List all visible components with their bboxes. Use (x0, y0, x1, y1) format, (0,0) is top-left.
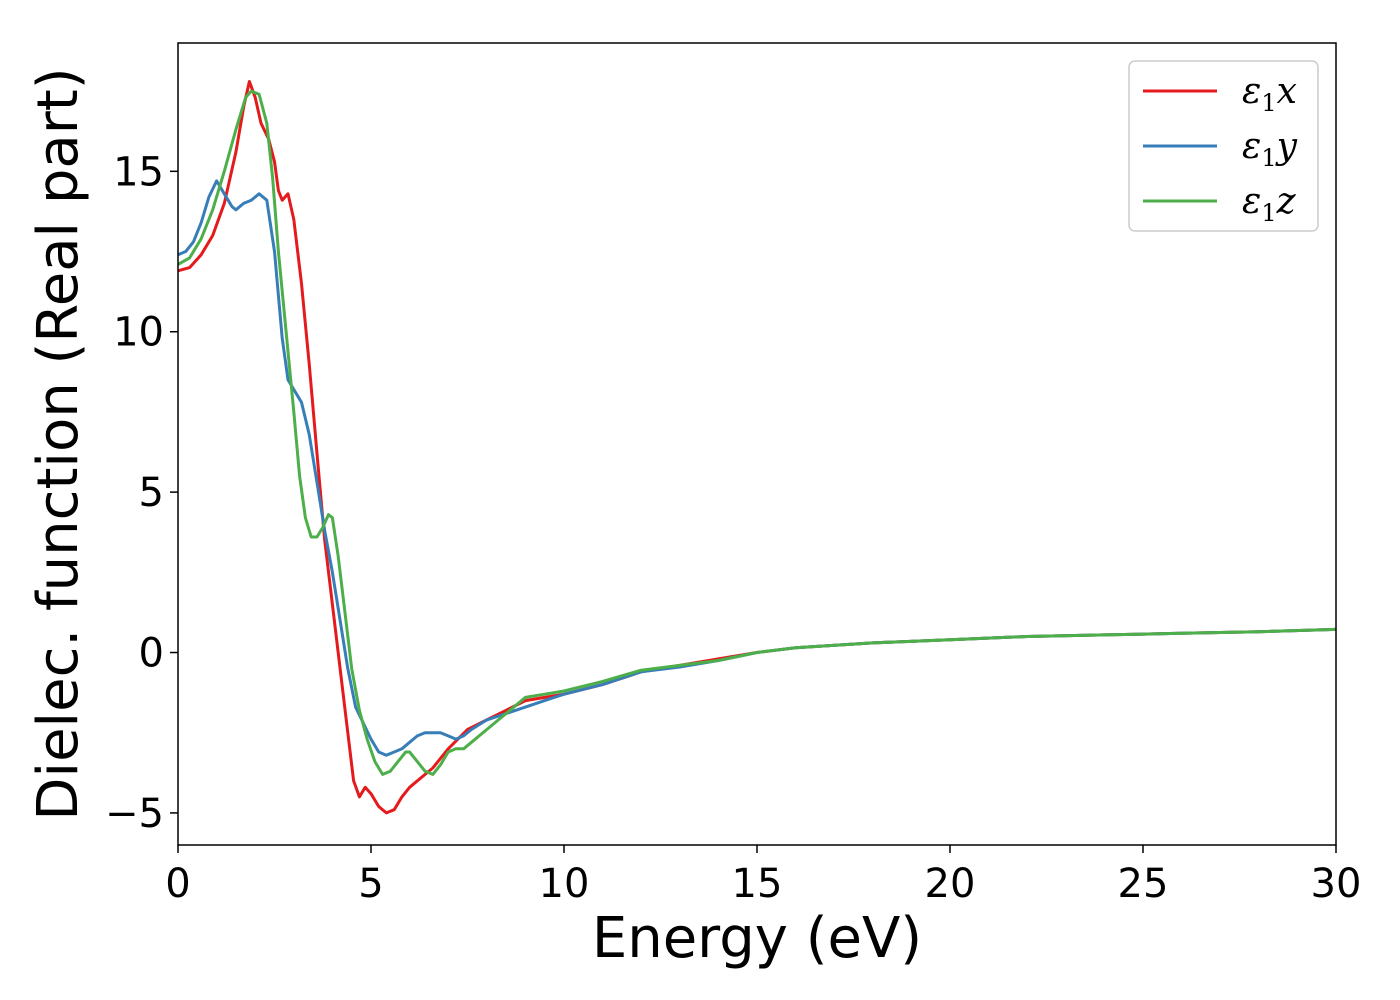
y-tick-label: −5 (105, 791, 164, 837)
y-tick-label: 15 (113, 149, 164, 195)
y-axis-title: Dielec. function (Real part) (26, 67, 91, 820)
y-tick-label: 5 (139, 470, 164, 516)
x-tick-label: 25 (1118, 861, 1169, 907)
series-line-z (178, 89, 1336, 776)
y-axis: −5 0 5 10 15 (105, 149, 178, 837)
y-tick-label: 10 (113, 310, 164, 356)
plot-lines (178, 80, 1336, 815)
x-tick-label: 10 (539, 861, 590, 907)
y-tick-label: 0 (139, 631, 164, 677)
legend: ε1x ε1y ε1z (1128, 60, 1319, 232)
x-tick-label: 0 (165, 861, 190, 907)
x-tick-label: 15 (732, 861, 783, 907)
legend-label-x: ε1x (1242, 71, 1297, 117)
legend-label-z: ε1z (1242, 181, 1297, 227)
legend-box (1128, 60, 1319, 232)
legend-label-y: ε1y (1242, 126, 1298, 172)
x-tick-label: 5 (358, 861, 383, 907)
x-axis: 0 5 10 15 20 25 30 (165, 845, 1361, 907)
x-tick-label: 30 (1311, 861, 1362, 907)
x-axis-title: Energy (eV) (592, 906, 922, 971)
x-tick-label: 20 (925, 861, 976, 907)
